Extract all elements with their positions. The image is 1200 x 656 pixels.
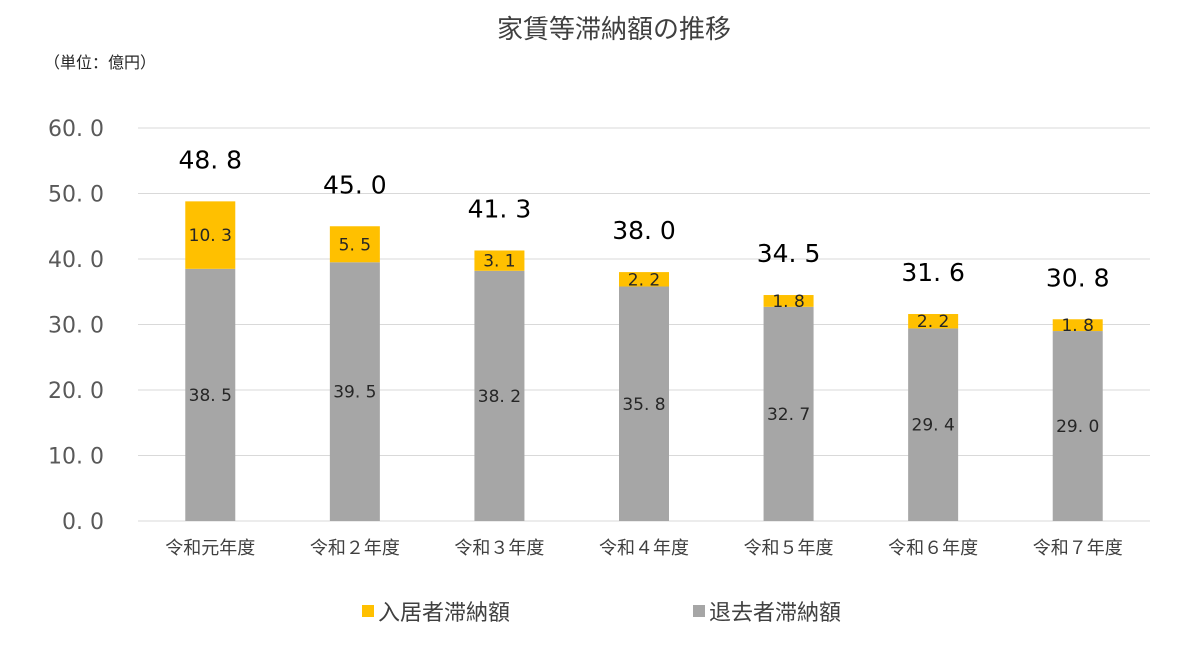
segment-value-label: 1. 8 (772, 292, 804, 312)
y-tick-label: 10. 0 (48, 445, 104, 470)
x-axis-ticks: 令和元年度 令和２年度 令和３年度 令和４年度 令和５年度 令和６年度 令和７年度 (165, 538, 1122, 559)
legend-label: 退去者滞納額 (709, 601, 841, 626)
bar-segment-nyukyo (763, 295, 814, 307)
y-tick-label: 60. 0 (48, 117, 104, 142)
total-value-label: 31. 6 (901, 258, 965, 287)
bar-segment-taikyo (908, 328, 959, 521)
bar-segment-nyukyo (474, 250, 525, 271)
bar-segment-taikyo (763, 306, 814, 521)
total-value-label: 45. 0 (323, 170, 387, 199)
segment-value-label: 29. 4 (912, 416, 955, 436)
bars (185, 201, 1103, 521)
x-tick-label: 令和７年度 (1033, 538, 1123, 559)
segment-value-label: 10. 3 (189, 226, 232, 246)
y-tick-label: 20. 0 (48, 379, 104, 404)
total-value-label: 41. 3 (468, 194, 532, 223)
legend-swatch (362, 605, 374, 617)
segment-value-label: 3. 1 (483, 252, 515, 272)
x-tick-label: 令和元年度 (165, 538, 255, 559)
segment-value-label: 32. 7 (767, 405, 810, 425)
y-tick-label: 30. 0 (48, 314, 104, 339)
unit-label: （単位：億円） (44, 53, 156, 72)
x-tick-label: 令和２年度 (310, 538, 400, 559)
y-tick-label: 40. 0 (48, 248, 104, 273)
bar-segment-nyukyo (1052, 319, 1103, 332)
data-labels: 38. 5 10. 3 48. 8 39. 5 5. 5 45. 0 38. 2 3. 1 41… (178, 145, 1109, 437)
segment-value-label: 39. 5 (333, 383, 376, 403)
legend-label: 入居者滞納額 (378, 601, 510, 626)
segment-value-label: 5. 5 (339, 235, 371, 255)
x-tick-label: 令和４年度 (599, 538, 689, 559)
chart-title: 家賃等滞納額の推移 (497, 15, 731, 45)
bar-segment-nyukyo (908, 314, 959, 329)
segment-value-label: 38. 5 (189, 386, 232, 406)
y-tick-label: 0. 0 (62, 510, 104, 535)
bar-segment-taikyo (619, 286, 669, 521)
total-value-label: 30. 8 (1046, 263, 1110, 292)
y-axis-ticks: 0. 0 10. 0 20. 0 30. 0 40. 0 50. 0 60. 0 (48, 117, 104, 535)
segment-value-label: 29. 0 (1056, 417, 1099, 437)
segment-value-label: 2. 2 (917, 312, 949, 332)
x-tick-label: 令和３年度 (454, 538, 544, 559)
legend-swatch (693, 605, 705, 617)
bar-segment-taikyo (185, 268, 236, 521)
bar-segment-nyukyo (185, 201, 236, 269)
segment-value-label: 38. 2 (478, 387, 521, 407)
segment-value-label: 2. 2 (628, 270, 660, 290)
bar-segment-nyukyo (329, 226, 380, 263)
legend: 入居者滞納額 退去者滞納額 (362, 601, 841, 626)
total-value-label: 34. 5 (757, 239, 821, 268)
bar-segment-nyukyo (619, 272, 669, 287)
segment-value-label: 1. 8 (1061, 316, 1093, 336)
segment-value-label: 35. 8 (622, 395, 665, 415)
total-value-label: 48. 8 (178, 145, 242, 174)
bar-segment-taikyo (329, 262, 380, 521)
bar-segment-taikyo (474, 270, 525, 521)
bar-segment-taikyo (1052, 331, 1103, 521)
total-value-label: 38. 0 (612, 216, 676, 245)
x-tick-label: 令和６年度 (888, 538, 978, 559)
x-tick-label: 令和５年度 (744, 538, 834, 559)
y-tick-label: 50. 0 (48, 183, 104, 208)
